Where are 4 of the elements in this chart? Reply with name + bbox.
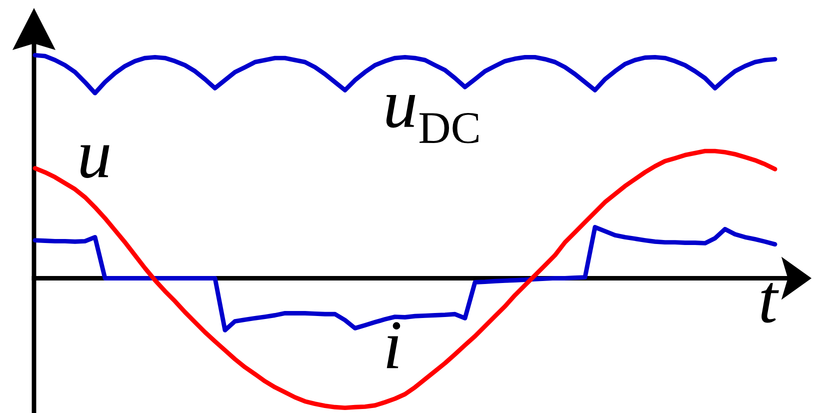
series-label: u (80, 145, 110, 178)
series-label: i (386, 322, 400, 368)
x-axis-title: t (761, 283, 779, 323)
series-label: u$_{DC}$ (386, 95, 478, 144)
